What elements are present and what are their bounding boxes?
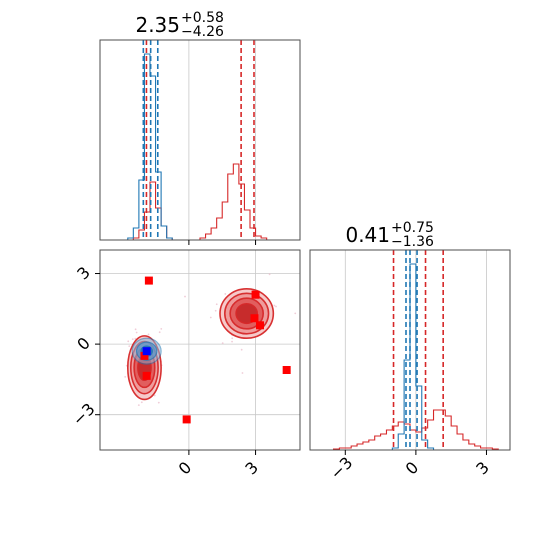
axes-frame: [309, 249, 511, 451]
x-tick-label: 0: [402, 458, 423, 479]
x-tick-label: 3: [241, 458, 262, 479]
blue-marker: [142, 347, 151, 356]
sample-point: [131, 338, 134, 341]
marginal-histogram-param-1: 2.35 +0.58−4.26: [99, 10, 301, 245]
sample-point: [158, 331, 161, 334]
joint-density-param-1-param-2: 0 3 3 0 −3: [69, 249, 301, 479]
sample-point: [160, 327, 163, 330]
red-marker: [282, 366, 291, 374]
x-tick-label: 0: [175, 458, 196, 479]
red-marker: [182, 415, 191, 424]
joint-body: [124, 273, 297, 424]
sample-point: [209, 316, 212, 319]
sample-point: [137, 404, 140, 406]
sample-point: [294, 312, 297, 315]
sample-point: [184, 295, 186, 298]
red-marker: [251, 290, 260, 299]
panel-title-param-2-upper: +0.75: [391, 220, 434, 236]
axes-frame: [99, 249, 301, 451]
sample-point: [221, 342, 224, 345]
x-tick-label: −3: [326, 453, 356, 483]
sample-point: [240, 348, 243, 351]
sample-point: [214, 309, 217, 312]
panel-title-param-2-lower: −1.36: [391, 234, 434, 250]
sample-point: [157, 401, 160, 404]
y-tick-label: 3: [73, 263, 94, 284]
sample-point: [128, 345, 131, 348]
red-marker: [140, 351, 149, 360]
panel-title-param-2-value: 0.41: [345, 223, 390, 247]
sample-point: [275, 305, 277, 308]
red-marker: [142, 371, 151, 380]
sample-point: [134, 328, 137, 331]
histogram-red-series: [100, 163, 300, 241]
sample-point: [215, 303, 218, 306]
panel-title-param-1-lower: −4.26: [181, 24, 224, 40]
red-marker: [256, 321, 264, 330]
sample-point: [140, 401, 143, 404]
red-marker: [144, 276, 153, 285]
panel-title-param-1-value: 2.35: [135, 13, 180, 37]
sample-point: [241, 372, 244, 374]
sample-point: [268, 273, 271, 276]
sample-point: [231, 337, 234, 340]
sample-point: [273, 304, 276, 307]
y-tick-label: 0: [73, 333, 94, 354]
x-tick-label: 3: [472, 458, 493, 479]
sample-point: [127, 340, 130, 343]
sample-point: [135, 331, 138, 334]
sample-point: [124, 375, 127, 378]
marginal-histogram-param-2: −3 0 3 0.41 +0.75−1.36: [309, 220, 511, 483]
sample-point: [231, 340, 233, 343]
red-marker: [250, 314, 259, 323]
sample-point: [134, 337, 137, 340]
sample-point: [224, 293, 227, 295]
axes-frame: [99, 39, 301, 241]
panel-title-param-1-upper: +0.58: [181, 10, 224, 26]
sample-point: [147, 333, 150, 336]
sample-point: [153, 394, 156, 397]
y-tick-label: −3: [69, 399, 99, 429]
